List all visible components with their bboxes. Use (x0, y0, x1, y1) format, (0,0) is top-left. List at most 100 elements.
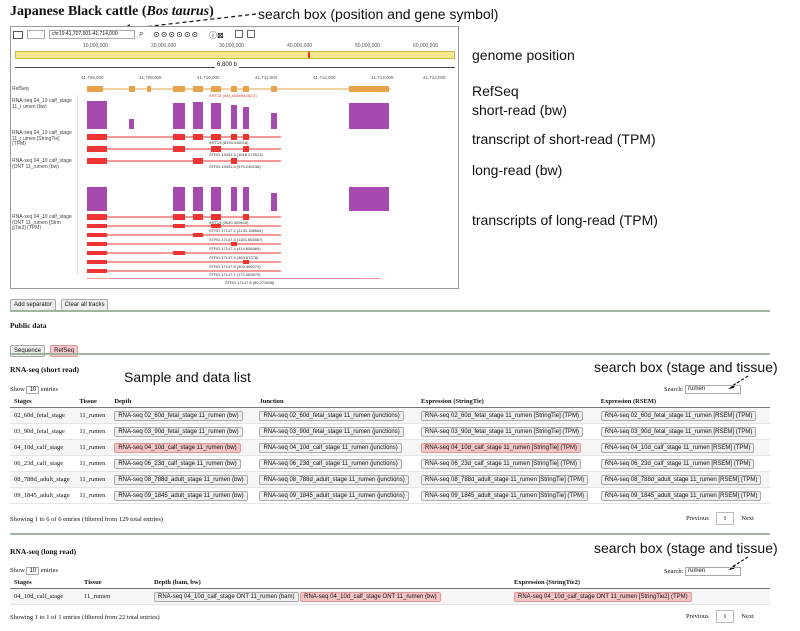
browser-buttons: Add separator Clear all tracks (10, 291, 109, 311)
entries-select[interactable]: 10 (26, 567, 40, 575)
search-icon[interactable]: ⌕ (139, 29, 144, 38)
zoom-icons[interactable]: ⓘ⊠ (209, 31, 224, 40)
track-label-short-tpm: RNA-seq 04_10 calf_stage 11_r umen [Stri… (12, 130, 72, 147)
rsem-track-button[interactable]: RNA-seq 06_23d_calf_stage 11_rumen [RSEM… (600, 458, 755, 469)
long-read-length-control: Show 10 entries (10, 567, 58, 575)
transcript-label: STRG.19431.6 (970.245238) (209, 164, 261, 169)
column-header[interactable]: Expression (StringTie2) (510, 577, 770, 589)
navigation-icons[interactable]: ⊙⊙⊙⊙⊙⊙ (153, 30, 200, 39)
stringtie-track-button[interactable]: RNA-seq 06_23d_calf_stage 11_rumen [Stri… (420, 458, 582, 469)
stringtie-track-button[interactable]: RNA-seq 04_10d_calf_stage 11_rumen [Stri… (420, 442, 582, 453)
sequence-button[interactable]: Sequence (10, 345, 46, 357)
column-header[interactable]: Expression (StringTie) (416, 396, 597, 408)
junction-track-button[interactable]: RNA-seq 08_788d_adult_stage 11_rumen (ju… (259, 474, 409, 485)
depth-track-button[interactable]: RNA-seq 08_788d_adult_stage 11_rumen (bw… (114, 474, 248, 485)
menu-icon[interactable] (13, 31, 23, 39)
divider (10, 353, 770, 355)
next-button[interactable]: Next (741, 613, 754, 620)
stringtie-track-button[interactable]: RNA-seq 03_90d_fetal_stage 11_rumen [Str… (420, 426, 584, 437)
short-read-transcripts[interactable] (87, 134, 281, 164)
column-header[interactable]: Stages (10, 396, 76, 408)
long-read-table: Stages Tissue Depth (bam, bw) Expression… (10, 577, 770, 605)
divider (10, 533, 770, 535)
browser-toolbar: chr19:41,707,501-41,714,000 ⌕ ⊙⊙⊙⊙⊙⊙ ⓘ⊠ (13, 30, 456, 41)
settings-icon[interactable] (235, 30, 243, 38)
stringtie-track-button[interactable]: RNA-seq 09_1845_adult_stage 11_rumen [St… (420, 490, 589, 501)
column-header[interactable]: Expression (RSEM) (596, 396, 770, 408)
tissue-cell: 11_rumen (80, 588, 150, 605)
stage-cell: 03_90d_fetal_stage (10, 423, 76, 440)
next-button[interactable]: Next (741, 515, 754, 522)
previous-button[interactable]: Previous (686, 515, 709, 522)
span-label: 6,800 b (215, 62, 240, 68)
rsem-track-button[interactable]: RNA-seq 09_1845_adult_stage 11_rumen [RS… (600, 490, 762, 501)
stage-tissue-search-input[interactable]: rumen (685, 567, 742, 576)
depth-track-button[interactable]: RNA-seq 06_23d_calf_stage 11_rumen (bw) (114, 458, 241, 469)
column-header[interactable]: Junction (255, 396, 417, 408)
bam-track-button[interactable]: RNA-seq 04_10d_calf_stage ONT 11_rumen (… (154, 591, 299, 602)
long-read-transcripts[interactable] (87, 214, 381, 279)
junction-track-button[interactable]: RNA-seq 06_23d_calf_stage 11_rumen (junc… (259, 458, 402, 469)
rsem-track-button[interactable]: RNA-seq 08_788d_adult_stage 11_rumen [RS… (600, 474, 762, 485)
entries-select[interactable]: 10 (26, 386, 40, 394)
stringtie2-track-button[interactable]: RNA-seq 04_10d_calf_stage ONT 11_rumen [… (514, 591, 692, 602)
page-button[interactable]: 1 (716, 512, 734, 525)
short-read-search: Search: rumen (664, 385, 742, 394)
entries-label: entries (40, 567, 59, 574)
transcript-label: STRG.17147.8 (80.272808) (225, 280, 275, 285)
column-header[interactable]: Tissue (75, 396, 111, 408)
stage-cell: 04_10d_calf_stage (10, 588, 80, 605)
table-row: 04_10d_calf_stage 11_rumen RNA-seq 04_10… (10, 588, 770, 605)
long-read-coverage[interactable] (87, 187, 389, 211)
tissue-cell: 11_rumen (75, 439, 111, 456)
tissue-cell: 11_rumen (75, 455, 111, 472)
ruler-tick: 41,709,000 (139, 75, 162, 80)
tissue-cell: 11_rumen (75, 423, 111, 440)
short-read-coverage[interactable] (87, 101, 389, 129)
column-header[interactable]: Depth (110, 396, 256, 408)
refseq-button[interactable]: RefSeq (50, 345, 79, 357)
annotation-transcripts-long: transcripts of long-read (TPM) (472, 212, 658, 228)
bw-track-button[interactable]: RNA-seq 04_10d_calf_stage ONT 11_rumen (… (300, 591, 441, 602)
table-row: 03_90d_fetal_stage 11_rumen RNA-seq 03_9… (10, 423, 770, 440)
junction-track-button[interactable]: RNA-seq 03_90d_fetal_stage 11_rumen (jun… (259, 426, 404, 437)
refseq-gene-track[interactable] (87, 86, 391, 92)
junction-track-button[interactable]: RNA-seq 02_60d_fetal_stage 11_rumen (jun… (259, 410, 404, 421)
long-read-heading: RNA-seq (long read) (10, 547, 77, 556)
depth-track-button[interactable]: RNA-seq 02_60d_fetal_stage 11_rumen (bw) (114, 410, 243, 421)
depth-track-button[interactable]: RNA-seq 03_90d_fetal_stage 11_rumen (bw) (114, 426, 243, 437)
column-header[interactable]: Stages (10, 577, 80, 589)
rsem-track-button[interactable]: RNA-seq 04_10d_calf_stage 11_rumen [RSEM… (600, 442, 755, 453)
column-header[interactable]: Tissue (80, 577, 150, 589)
stringtie-track-button[interactable]: RNA-seq 02_60d_fetal_stage 11_rumen [Str… (420, 410, 584, 421)
short-read-table: Stages Tissue Depth Junction Expression … (10, 396, 770, 504)
genome-select[interactable] (27, 30, 45, 39)
stage-tissue-search-input[interactable]: rumen (685, 385, 742, 394)
short-read-length-control: Show 10 entries (10, 386, 58, 394)
annotation-search-stage: search box (stage and tissue) (594, 359, 778, 375)
stringtie-track-button[interactable]: RNA-seq 08_788d_adult_stage 11_rumen [St… (420, 474, 589, 485)
depth-track-button[interactable]: RNA-seq 09_1845_adult_stage 11_rumen (bw… (114, 490, 248, 501)
transcript-label: KRT13 (2640.309615) (209, 220, 249, 225)
junction-track-button[interactable]: RNA-seq 09_1845_adult_stage 11_rumen (ju… (259, 490, 409, 501)
rsem-track-button[interactable]: RNA-seq 03_90d_fetal_stage 11_rumen [RSE… (600, 426, 757, 437)
tissue-cell: 11_rumen (75, 471, 111, 488)
transcript-label: STRG.17147.6 (303.406274) (209, 264, 261, 269)
transcript-label: STRG.19431.3 (1616.273513) (209, 152, 263, 157)
stage-cell: 08_788d_adult_stage (10, 471, 76, 488)
rsem-track-button[interactable]: RNA-seq 02_60d_fetal_stage 11_rumen [RSE… (600, 410, 757, 421)
public-data-heading: Public data (10, 321, 47, 330)
annotation-short-read: short-read (bw) (472, 102, 567, 118)
locus-search-input[interactable]: chr19:41,707,501-41,714,000 (49, 30, 135, 39)
previous-button[interactable]: Previous (686, 613, 709, 620)
junction-track-button[interactable]: RNA-seq 04_10d_calf_stage 11_rumen (junc… (259, 442, 402, 453)
long-read-search: Search: rumen (664, 567, 742, 576)
table-row: 02_60d_fetal_stage 11_rumen RNA-seq 02_6… (10, 407, 770, 424)
page-button[interactable]: 1 (716, 610, 734, 623)
column-header[interactable]: Depth (bam, bw) (150, 577, 510, 589)
transcript-label: STRG.17147.2 (2133.158564) (209, 228, 263, 233)
snapshot-icon[interactable] (247, 30, 255, 38)
stage-cell: 02_60d_fetal_stage (10, 407, 76, 424)
chromosome-ideogram[interactable] (15, 51, 455, 59)
depth-track-button[interactable]: RNA-seq 04_10d_calf_stage 11_rumen (bw) (114, 442, 241, 453)
